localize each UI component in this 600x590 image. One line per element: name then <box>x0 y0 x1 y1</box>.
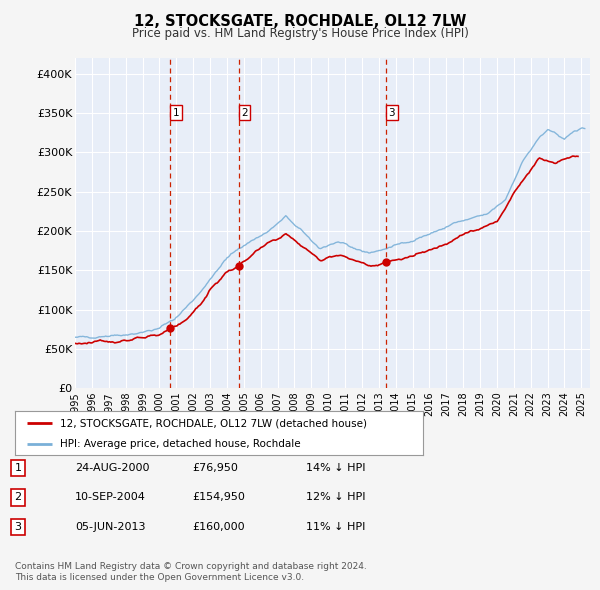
Text: 05-JUN-2013: 05-JUN-2013 <box>75 522 146 532</box>
Text: 12, STOCKSGATE, ROCHDALE, OL12 7LW: 12, STOCKSGATE, ROCHDALE, OL12 7LW <box>134 14 466 29</box>
Text: 12, STOCKSGATE, ROCHDALE, OL12 7LW (detached house): 12, STOCKSGATE, ROCHDALE, OL12 7LW (deta… <box>60 418 367 428</box>
Text: Contains HM Land Registry data © Crown copyright and database right 2024.: Contains HM Land Registry data © Crown c… <box>15 562 367 571</box>
Text: HPI: Average price, detached house, Rochdale: HPI: Average price, detached house, Roch… <box>60 438 301 448</box>
Text: 2: 2 <box>241 108 248 118</box>
Text: 11% ↓ HPI: 11% ↓ HPI <box>306 522 365 532</box>
Text: £154,950: £154,950 <box>192 493 245 502</box>
Text: 12% ↓ HPI: 12% ↓ HPI <box>306 493 365 502</box>
Text: 24-AUG-2000: 24-AUG-2000 <box>75 463 149 473</box>
Text: Price paid vs. HM Land Registry's House Price Index (HPI): Price paid vs. HM Land Registry's House … <box>131 27 469 40</box>
Text: 10-SEP-2004: 10-SEP-2004 <box>75 493 146 502</box>
Text: 3: 3 <box>389 108 395 118</box>
Text: 1: 1 <box>173 108 179 118</box>
Text: 1: 1 <box>14 463 22 473</box>
Text: £76,950: £76,950 <box>192 463 238 473</box>
Text: 3: 3 <box>14 522 22 532</box>
Text: 14% ↓ HPI: 14% ↓ HPI <box>306 463 365 473</box>
Text: £160,000: £160,000 <box>192 522 245 532</box>
Text: This data is licensed under the Open Government Licence v3.0.: This data is licensed under the Open Gov… <box>15 572 304 582</box>
Text: 2: 2 <box>14 493 22 502</box>
